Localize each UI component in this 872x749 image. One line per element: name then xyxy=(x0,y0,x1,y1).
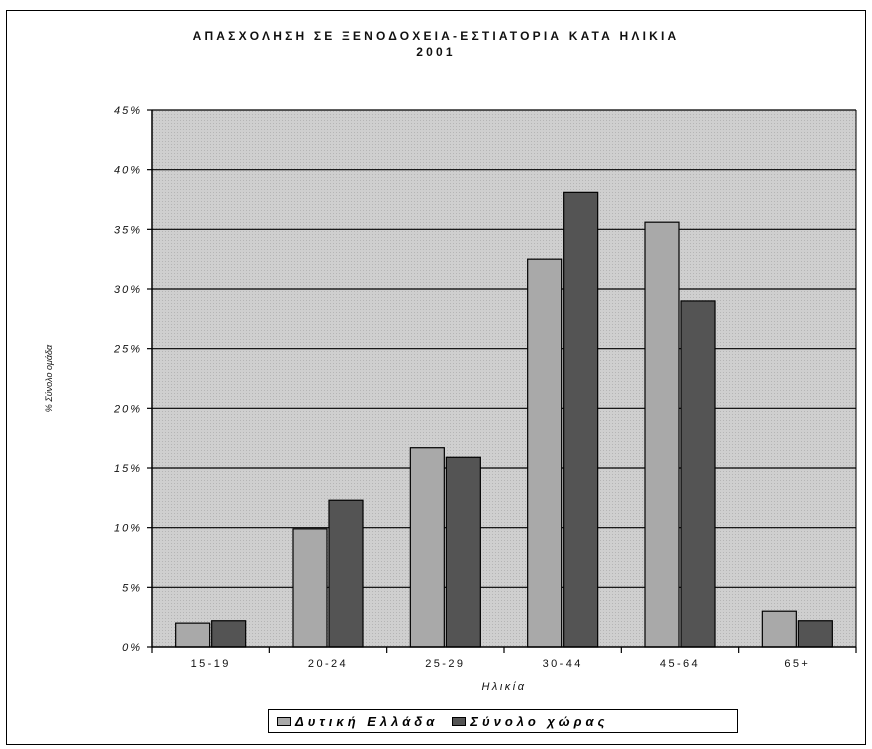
bar-1-15-19 xyxy=(175,622,211,648)
x-tick-label: 25-29 xyxy=(425,658,465,670)
chart-subtitle: 2001 xyxy=(416,45,456,59)
x-tick-label: 15-19 xyxy=(191,658,231,670)
y-tick-label: 45% xyxy=(114,105,142,117)
bar-1-25-29 xyxy=(409,447,445,648)
bar-1-45-64 xyxy=(644,221,680,648)
bars xyxy=(175,191,833,648)
y-tick-label: 15% xyxy=(114,463,142,475)
bar-1-20-24 xyxy=(292,528,328,648)
bar-1-65+ xyxy=(761,610,797,648)
y-tick-label: 30% xyxy=(114,284,142,296)
chart-title: ΑΠΑΣΧΟΛΗΣΗ ΣΕ ΞΕΝΟΔΟΧΕΙΑ-ΕΣΤΙΑΤΟΡΙΑ ΚΑΤΑ… xyxy=(192,29,680,43)
bar-2-15-19 xyxy=(211,620,247,648)
bar-2-65+ xyxy=(797,620,833,648)
y-tick-label: 5% xyxy=(122,582,142,594)
x-tick-label: 20-24 xyxy=(308,658,348,670)
legend-label-series-2: Σύνολο χώρας xyxy=(470,713,609,729)
legend-item-series-2: Σύνολο χώρας xyxy=(452,714,608,729)
legend-label-series-1: Δυτική Ελλάδα xyxy=(295,713,439,729)
axes xyxy=(147,109,857,653)
x-tick-label: 45-64 xyxy=(660,658,700,670)
legend-swatch-series-1 xyxy=(277,716,291,726)
y-tick-label: 20% xyxy=(113,403,142,415)
y-tick-labels: 0% 5% 10% 15% 20% 25% 30% 35% 40% 45% xyxy=(113,105,142,654)
legend-item-series-1: Δυτική Ελλάδα xyxy=(277,714,438,729)
x-tick-label: 30-44 xyxy=(543,658,583,670)
bar-2-45-64 xyxy=(680,300,716,648)
bar-2-20-24 xyxy=(328,499,364,648)
bar-2-25-29 xyxy=(445,456,481,648)
plot-area xyxy=(152,110,856,647)
bar-2-30-44 xyxy=(563,191,599,648)
y-tick-label: 0% xyxy=(122,642,142,654)
x-tick-labels: 15-19 20-24 25-29 30-44 45-64 65+ xyxy=(191,658,810,670)
x-tick-label: 65+ xyxy=(784,658,810,670)
y-tick-label: 10% xyxy=(114,523,142,535)
x-axis-label: Ηλικία xyxy=(481,681,526,693)
legend: Δυτική Ελλάδα Σύνολο χώρας xyxy=(268,709,738,733)
y-axis-label: % Σύνολο ομάδα xyxy=(44,344,54,412)
y-tick-label: 40% xyxy=(114,165,142,177)
y-tick-label: 25% xyxy=(113,344,142,356)
y-tick-label: 35% xyxy=(114,224,142,236)
bar-1-30-44 xyxy=(527,258,563,648)
legend-swatch-series-2 xyxy=(452,716,467,726)
chart-title-block: ΑΠΑΣΧΟΛΗΣΗ ΣΕ ΞΕΝΟΔΟΧΕΙΑ-ΕΣΤΙΑΤΟΡΙΑ ΚΑΤΑ… xyxy=(0,28,872,60)
